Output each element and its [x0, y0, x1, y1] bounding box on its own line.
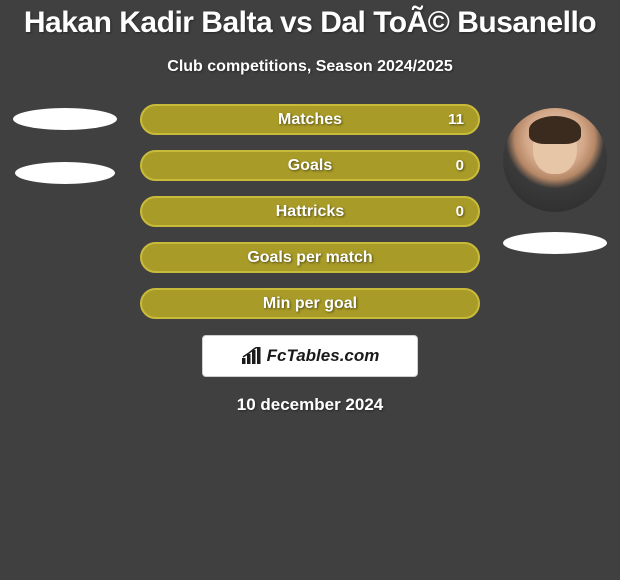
comparison-content: Matches 11 Goals 0 Hattricks 0 Goals per…: [0, 104, 620, 415]
stat-value: 0: [456, 203, 464, 220]
stat-row: Hattricks 0: [140, 196, 480, 227]
stat-value: 11: [448, 111, 464, 128]
stat-label: Min per goal: [263, 295, 357, 313]
player-avatar: [503, 108, 607, 212]
stat-row: Min per goal: [140, 288, 480, 319]
page-title: Hakan Kadir Balta vs Dal ToÃ© Busanello: [0, 0, 620, 40]
stat-row: Goals per match: [140, 242, 480, 273]
player-placeholder-icon: [15, 162, 115, 184]
stat-label: Matches: [278, 111, 342, 129]
stat-bars: Matches 11 Goals 0 Hattricks 0 Goals per…: [140, 104, 480, 319]
player-placeholder-icon: [503, 232, 607, 254]
stat-row: Goals 0: [140, 150, 480, 181]
date-label: 10 december 2024: [0, 395, 620, 415]
right-player-column: [490, 104, 620, 254]
bar-chart-icon: [241, 347, 263, 365]
stat-label: Goals per match: [247, 249, 372, 267]
left-player-column: [0, 104, 130, 184]
brand-badge: FcTables.com: [202, 335, 418, 377]
stat-label: Hattricks: [276, 203, 344, 221]
page-subtitle: Club competitions, Season 2024/2025: [0, 58, 620, 76]
player-placeholder-icon: [13, 108, 117, 130]
brand-text: FcTables.com: [267, 346, 380, 366]
stat-value: 0: [456, 157, 464, 174]
stat-row: Matches 11: [140, 104, 480, 135]
stat-label: Goals: [288, 157, 332, 175]
